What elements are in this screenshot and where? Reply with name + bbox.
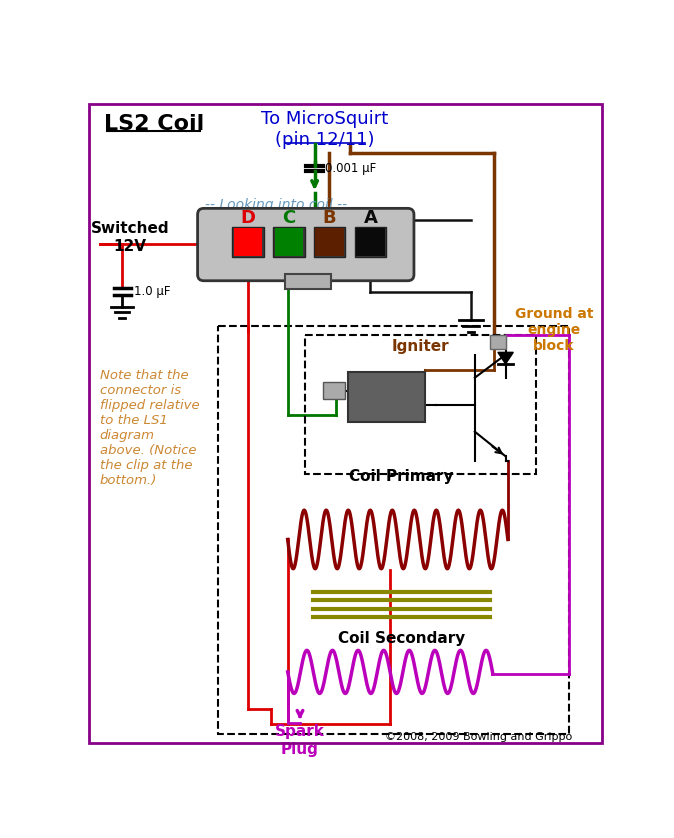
Text: LS2 Coil: LS2 Coil [104,114,204,133]
Text: 0.001 μF: 0.001 μF [326,162,377,175]
Text: Ground at
engine
block: Ground at engine block [515,307,593,354]
Bar [356,228,385,256]
Text: C: C [282,209,295,226]
Text: B: B [323,209,336,226]
Bar [355,227,386,257]
Text: D: D [241,209,255,226]
Bar [315,228,344,256]
Bar [348,371,425,422]
Bar [284,274,331,289]
Text: A: A [363,209,377,226]
Text: Coil Secondary: Coil Secondary [338,630,465,645]
Bar [233,227,264,257]
Bar [234,228,262,256]
Bar [314,227,346,257]
Text: Spark
Plug: Spark Plug [275,724,325,757]
Bar [218,326,570,734]
Bar [323,382,344,400]
Polygon shape [498,352,514,364]
Bar [273,227,305,257]
Text: Note that the
connector is
flipped relative
to the LS1
diagram
above. (Notice
th: Note that the connector is flipped relat… [100,369,200,487]
Text: ©2008, 2009 Bowling and Grippo: ©2008, 2009 Bowling and Grippo [385,732,572,742]
Text: Igniter: Igniter [392,339,450,354]
Bar [274,228,303,256]
Bar [490,335,506,349]
Text: To MicroSquirt
(pin 12/11): To MicroSquirt (pin 12/11) [261,111,388,149]
Text: -- Looking into coil --: -- Looking into coil -- [205,198,347,211]
Text: 1.0 μF: 1.0 μF [133,285,170,298]
Text: Coil Primary: Coil Primary [349,468,454,484]
FancyBboxPatch shape [197,209,414,281]
Text: Switched
12V: Switched 12V [90,221,169,254]
Bar [305,335,537,474]
